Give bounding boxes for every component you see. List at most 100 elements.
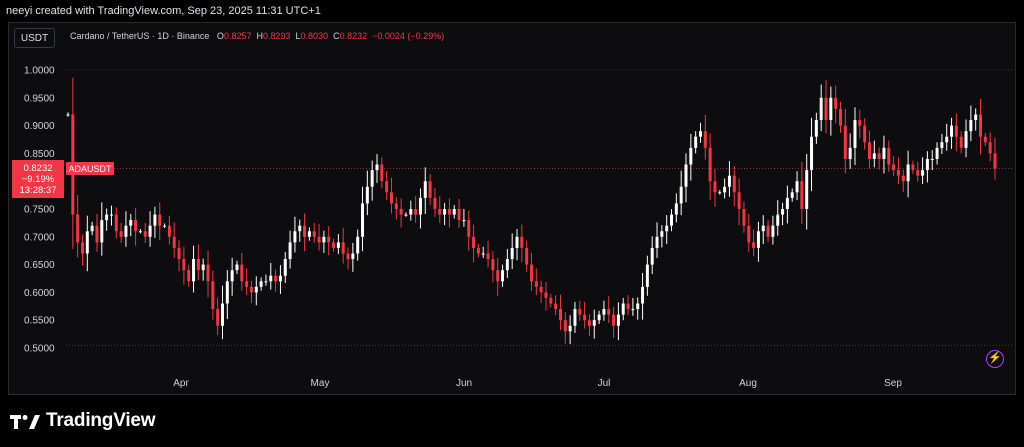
- candle-body: [539, 286, 543, 293]
- candle-body: [389, 192, 393, 204]
- candle-body: [534, 281, 538, 287]
- candle-body: [790, 192, 794, 198]
- candle-body: [510, 247, 514, 260]
- chart-attribution: neeyi created with TradingView.com, Sep …: [6, 5, 321, 17]
- candle-body: [211, 281, 215, 310]
- candle-body: [85, 231, 89, 254]
- symbol-legend: Cardano / TetherUS · 1D · Binance O0.825…: [70, 31, 444, 41]
- candle-body: [317, 236, 321, 243]
- candle-body: [240, 264, 244, 282]
- candle-body: [703, 131, 707, 148]
- candle-body: [988, 142, 992, 154]
- candle-body: [143, 231, 147, 237]
- x-tick-label: Jul: [598, 378, 611, 389]
- candle-body: [95, 225, 99, 243]
- candle-body: [481, 253, 485, 255]
- candle-body: [882, 147, 886, 159]
- quote-currency-button[interactable]: USDT: [14, 28, 55, 48]
- candle-body: [365, 186, 369, 204]
- candle-body: [848, 147, 852, 159]
- candle-body: [221, 303, 224, 326]
- candle-body: [916, 170, 920, 176]
- candle-body: [805, 170, 809, 209]
- y-tick-label: 0.9000: [24, 121, 55, 132]
- candle-body: [713, 181, 717, 193]
- candle-body: [167, 225, 171, 237]
- candle-body: [839, 108, 842, 126]
- candle-body: [896, 170, 900, 176]
- lightning-icon[interactable]: ⚡: [986, 350, 1004, 368]
- candle-body: [486, 253, 490, 260]
- close-value: 0.8232: [339, 31, 368, 41]
- candle-body: [694, 136, 698, 148]
- candle-body: [621, 303, 625, 315]
- candle-body: [592, 320, 596, 326]
- candle-body: [322, 236, 326, 243]
- low-label: L: [295, 31, 301, 41]
- logo-text: TradingView: [46, 410, 156, 431]
- candle-body: [230, 270, 234, 282]
- symbol-title[interactable]: Cardano / TetherUS · 1D · Binance: [70, 31, 210, 41]
- candle-body: [423, 181, 427, 198]
- candle-body: [549, 297, 553, 304]
- price-tag: 0.8232 −9.19% 13:28:37 ADAUSDT: [12, 160, 114, 198]
- candle-body: [346, 253, 350, 260]
- candle-body: [462, 220, 466, 222]
- candle-body: [684, 164, 688, 187]
- candle-body: [235, 264, 239, 271]
- candle-body: [438, 209, 442, 215]
- candle-body: [983, 136, 987, 143]
- x-tick-label: Jun: [456, 378, 472, 389]
- candle-body: [935, 147, 939, 159]
- tradingview-logo-icon: [10, 415, 40, 429]
- candle-body: [993, 153, 997, 169]
- candle-body: [650, 247, 654, 265]
- candle-body: [303, 225, 307, 237]
- candle-body: [225, 281, 229, 304]
- candle-body: [911, 164, 915, 171]
- candle-body: [249, 286, 253, 293]
- price-tag-countdown: 13:28:37: [20, 185, 57, 196]
- candle-body: [814, 120, 818, 137]
- candle-body: [587, 320, 591, 326]
- candle-body: [930, 158, 934, 160]
- candle-body: [414, 209, 418, 215]
- candle-body: [756, 231, 760, 248]
- candle-body: [698, 131, 702, 137]
- candle-body: [452, 209, 456, 215]
- candle-body: [351, 253, 355, 260]
- candle-body: [737, 192, 741, 209]
- candle-body: [829, 97, 833, 121]
- candle-body: [312, 231, 316, 237]
- candle-body: [216, 309, 220, 326]
- candle-body: [641, 286, 645, 304]
- x-tick-label: Sep: [884, 378, 902, 389]
- candle-body: [858, 120, 862, 126]
- y-tick-label: 0.6000: [24, 288, 55, 299]
- candle-body: [278, 275, 282, 282]
- candle-body: [496, 270, 500, 282]
- candle-body: [293, 231, 297, 243]
- candle-body: [679, 186, 683, 204]
- candle-body: [158, 214, 162, 226]
- candle-body: [925, 158, 929, 171]
- y-tick-label: 0.9500: [24, 93, 55, 104]
- candle-body: [954, 125, 958, 137]
- candle-body: [785, 197, 789, 209]
- candle-body: [718, 192, 722, 194]
- candle-body: [124, 225, 128, 237]
- candle-body: [645, 264, 649, 287]
- tradingview-logo[interactable]: TradingView: [10, 410, 156, 432]
- candle-body: [761, 225, 765, 232]
- candle-body: [433, 197, 437, 209]
- candle-body: [877, 153, 881, 159]
- candle-body: [602, 309, 606, 315]
- candle-body: [196, 259, 200, 271]
- candle-body: [520, 236, 524, 248]
- candle-body: [129, 220, 133, 226]
- candle-body: [674, 203, 678, 215]
- candle-body: [887, 147, 891, 165]
- candle-body: [819, 97, 823, 121]
- y-tick-label: 0.6500: [24, 260, 55, 271]
